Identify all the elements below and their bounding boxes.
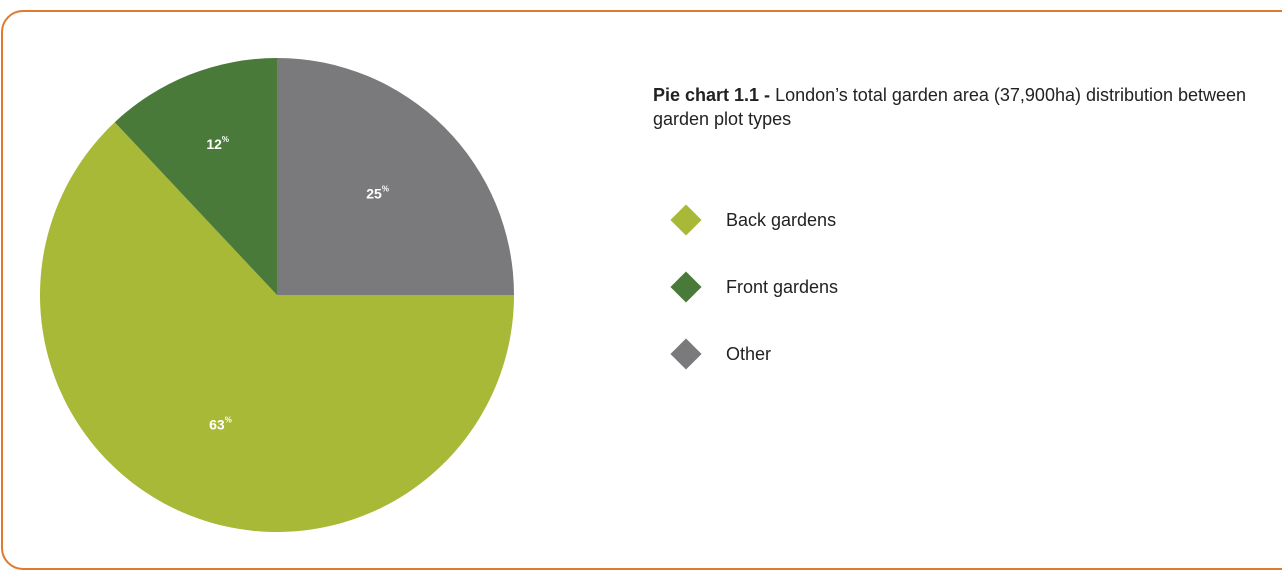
pie-label-value-front-gardens: 12 bbox=[206, 136, 222, 152]
chart-caption: Pie chart 1.1 - London’s total garden ar… bbox=[653, 83, 1253, 131]
legend-label-front-gardens: Front gardens bbox=[726, 277, 839, 297]
pie-slice-back-gardens bbox=[39, 122, 514, 532]
legend-label-other: Other bbox=[726, 344, 772, 364]
pie-label-value-other: 25 bbox=[366, 185, 382, 201]
chart-caption-title: Pie chart 1.1 - bbox=[653, 85, 771, 105]
legend-label-back-gardens: Back gardens bbox=[726, 210, 837, 230]
pie-slice-front-gardens bbox=[114, 58, 277, 295]
pie-label-front-gardens: 12% bbox=[206, 135, 229, 152]
pie-label-unit-front-gardens: % bbox=[222, 135, 229, 144]
pie-label-value-back-gardens: 63 bbox=[209, 416, 225, 432]
chart-caption-text: London’s total garden area (37,900ha) di… bbox=[653, 85, 1247, 129]
pie-label-back-gardens: 63% bbox=[209, 416, 232, 433]
pie-slice-other bbox=[277, 58, 514, 295]
pie-label-other: 25% bbox=[366, 185, 389, 202]
pie-label-unit-other: % bbox=[382, 185, 389, 194]
pie-label-unit-back-gardens: % bbox=[225, 416, 232, 425]
